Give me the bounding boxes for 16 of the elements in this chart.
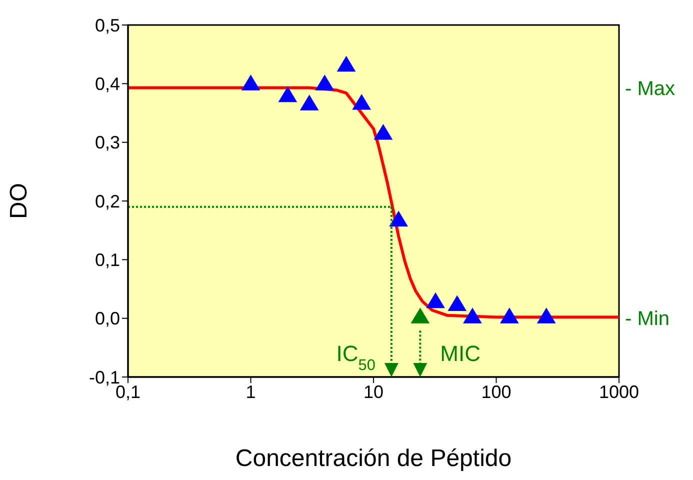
y-axis-title: DO (6, 183, 33, 219)
text: - Max (625, 78, 675, 100)
y-tick-label: 0,4 (94, 74, 120, 94)
y-tick-label: 0,2 (94, 191, 120, 212)
text: - Min (625, 308, 670, 330)
y-tick-label: 0,1 (94, 250, 120, 270)
x-tick-label: 1 (246, 382, 256, 402)
annotation: MIC (440, 341, 481, 366)
y-tick-label: 0,5 (94, 15, 120, 36)
x-axis-title: Concentración de Péptido (235, 445, 512, 472)
x-tick-label: 100 (481, 382, 512, 402)
y-tick-label: 0,3 (94, 132, 120, 153)
annotation: IC$_{50}$ (336, 341, 376, 374)
x-tick-label: 1000 (598, 382, 640, 402)
x-tick-label: 10 (363, 382, 384, 402)
y-tick-label: 0,0 (94, 308, 120, 329)
